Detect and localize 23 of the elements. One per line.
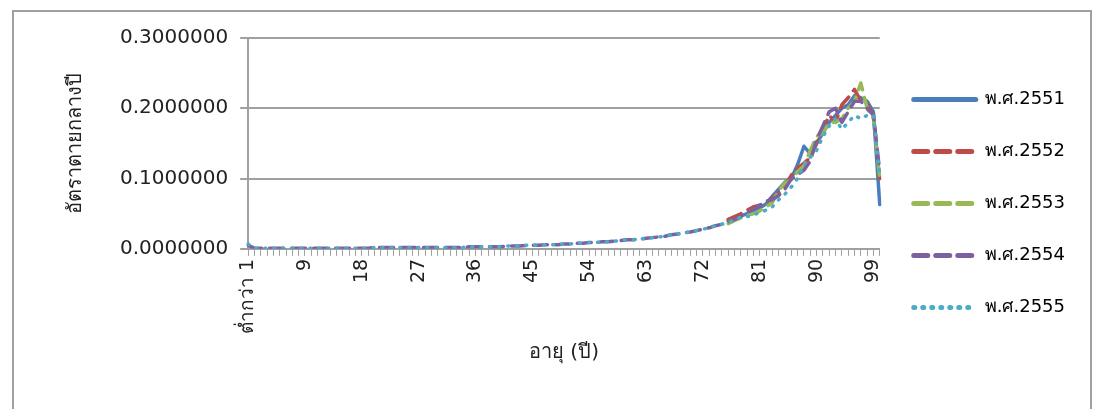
x-tick-label: 72 [689,258,712,284]
x-tick-label: 27 [405,258,428,284]
y-tick-label: 0.2000000 [120,94,229,119]
y-axis-title: อัตราตายกลางปี [62,72,87,214]
x-tick-label: 54 [576,258,599,284]
x-tick-label: 36 [462,258,485,284]
y-tick-label: 0.3000000 [120,24,229,49]
y-tick-label: 0.1000000 [120,164,229,189]
x-tick-label: 81 [746,258,769,284]
x-tick-label: ต่ำกว่า 1 [233,258,258,335]
y-tick-label: 0.0000000 [120,235,229,260]
legend-label: พ.ศ.2551 [984,87,1066,109]
x-tick-label: 9 [291,258,314,271]
x-tick-label: 63 [633,258,655,284]
x-tick-label: 45 [519,258,542,284]
x-tick-label: 99 [860,258,883,284]
x-tick-label: 90 [803,258,826,284]
x-tick-label: 18 [348,258,371,284]
legend-label: พ.ศ.2554 [984,243,1066,265]
legend-label: พ.ศ.2553 [984,191,1066,213]
legend-label: พ.ศ.2555 [984,295,1066,317]
legend-label: พ.ศ.2552 [984,139,1066,161]
x-axis-title: อายุ (ปี) [528,339,599,365]
